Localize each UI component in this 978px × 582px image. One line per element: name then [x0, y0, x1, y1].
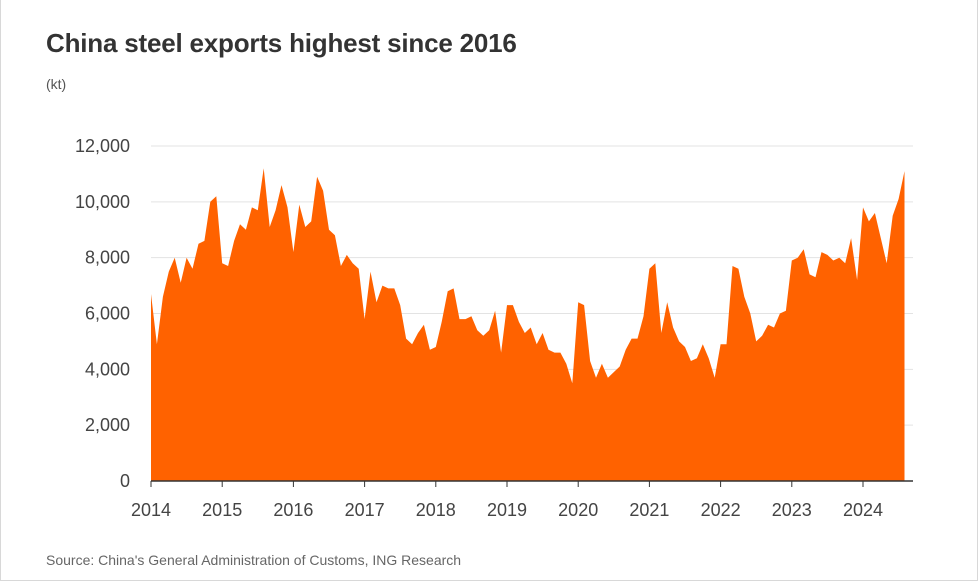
source-note: Source: China's General Administration o…: [46, 552, 462, 568]
x-tick-label: 2014: [131, 500, 171, 520]
y-tick-label: 2,000: [85, 415, 130, 435]
x-tick-label: 2017: [345, 500, 385, 520]
y-tick-label: 10,000: [75, 192, 130, 212]
y-tick-label: 6,000: [85, 304, 130, 324]
x-tick-label: 2024: [843, 500, 883, 520]
chart-title: China steel exports highest since 2016: [46, 28, 517, 58]
steel-exports-area: [151, 168, 905, 482]
x-tick-label: 2018: [416, 500, 456, 520]
y-tick-label: 0: [120, 471, 130, 491]
y-tick-label: 8,000: [85, 248, 130, 268]
x-tick-label: 2016: [273, 500, 313, 520]
x-tick-label: 2015: [202, 500, 242, 520]
y-tick-labels: 0 2,000 4,000 6,000 8,000 10,000 12,000: [75, 136, 130, 491]
x-tick-label: 2021: [629, 500, 669, 520]
y-tick-label: 4,000: [85, 359, 130, 379]
x-tick-label: 2019: [487, 500, 527, 520]
x-tick-label: 2020: [558, 500, 598, 520]
x-tick-label: 2022: [701, 500, 741, 520]
x-tick-label: 2023: [772, 500, 812, 520]
y-tick-label: 12,000: [75, 136, 130, 156]
y-axis-unit: (kt): [46, 76, 67, 92]
x-tick-labels: 2014 2015 2016 2017 2018 2019 2020 2021 2022 2023…: [131, 481, 883, 520]
